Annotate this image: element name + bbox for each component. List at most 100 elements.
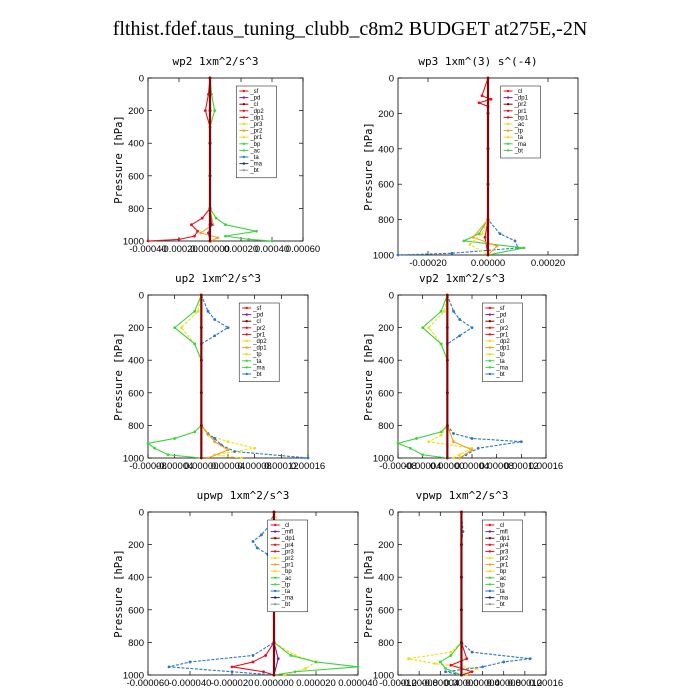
- legend-label: _dp2: [495, 339, 510, 345]
- legend-marker: [488, 333, 492, 336]
- legend-label: _pr2: [495, 326, 509, 332]
- data-point: [470, 326, 474, 329]
- panel-title: up2 1xm^2/s^3: [175, 272, 261, 285]
- legend-label: _ma: [495, 596, 508, 602]
- data-point: [262, 670, 265, 674]
- legend-marker: [242, 96, 246, 99]
- y-tick-label: 800: [378, 638, 394, 649]
- data-point: [255, 546, 259, 550]
- legend-marker: [488, 596, 492, 599]
- legend-label: _ta: [495, 589, 505, 595]
- data-point: [486, 76, 490, 80]
- legend-marker: [274, 563, 277, 566]
- y-axis-label: Pressure [hPa]: [113, 332, 125, 421]
- legend-marker: [506, 122, 510, 126]
- x-tick-label: 0.00000: [471, 258, 505, 269]
- data-point: [208, 174, 212, 178]
- data-point: [272, 510, 276, 514]
- legend-marker: [488, 603, 492, 606]
- data-point: [444, 667, 447, 670]
- data-point: [486, 112, 490, 115]
- legend-label: _mfl: [495, 530, 507, 536]
- x-tick-label: -0.00004: [404, 461, 442, 472]
- data-point: [465, 673, 469, 677]
- legend-label: _ac: [281, 576, 292, 582]
- legend-marker: [242, 136, 246, 139]
- data-point: [442, 309, 446, 313]
- legend-label: _pr1: [514, 109, 528, 115]
- data-point: [247, 237, 251, 241]
- data-point: [528, 657, 532, 661]
- y-tick-label: 200: [128, 106, 144, 117]
- x-tick-label: -0.000020: [211, 678, 254, 689]
- data-point: [460, 575, 463, 579]
- legend-label: _pr1: [281, 563, 295, 569]
- data-point: [289, 654, 293, 657]
- legend-label: _cl: [281, 523, 290, 529]
- legend-marker: [488, 530, 492, 533]
- panel-3: up2 1xm^2/s^3 Pressure [hPa] 0 200 400 600 800…: [113, 272, 325, 472]
- legend-label: _pr3: [281, 549, 295, 555]
- x-tick-label: 0.00020: [224, 244, 258, 255]
- y-tick-label: 1000: [373, 671, 394, 682]
- data-point: [460, 641, 463, 644]
- panel-4: vp2 1xm^2/s^3 Pressure [hPa] 0 200 400 600 800…: [363, 272, 563, 472]
- data-point: [255, 229, 258, 233]
- data-point: [396, 441, 400, 445]
- x-tick-label: -0.00012: [379, 678, 417, 689]
- data-point: [445, 358, 449, 362]
- plot-frame: [147, 294, 309, 459]
- y-tick-label: 0: [389, 74, 394, 85]
- legend-marker: [488, 550, 492, 553]
- data-point: [480, 94, 484, 98]
- series-line-tp: [445, 511, 531, 676]
- y-tick-label: 600: [378, 180, 394, 191]
- data-point: [196, 229, 200, 233]
- data-point: [272, 641, 276, 644]
- legend-label: _ac: [514, 122, 525, 128]
- data-point: [445, 424, 449, 427]
- y-axis-label: Pressure [hPa]: [363, 122, 375, 211]
- data-point: [468, 242, 472, 246]
- panel-title: wp2 1xm^2/s^3: [172, 55, 258, 68]
- data-point: [146, 239, 150, 243]
- legend-marker: [506, 136, 510, 139]
- data-point: [513, 239, 517, 243]
- data-point: [438, 660, 442, 664]
- data-point: [306, 456, 310, 460]
- data-point: [356, 665, 360, 669]
- legend-label: _bt: [249, 168, 259, 174]
- legend-label: _ma: [252, 365, 265, 371]
- y-tick-label: 200: [378, 540, 394, 551]
- legend-marker: [245, 366, 248, 369]
- data-point: [470, 437, 474, 440]
- y-tick-label: 600: [128, 605, 144, 616]
- legend-marker: [242, 122, 246, 126]
- x-tick-label: 0.00000: [444, 678, 478, 689]
- legend-label: _bt: [281, 602, 291, 608]
- y-tick-label: 1000: [123, 671, 144, 682]
- x-tick-label: -0.00008: [129, 461, 167, 472]
- legend-box: [482, 302, 523, 382]
- data-point: [445, 326, 449, 329]
- y-tick-label: 600: [378, 388, 394, 399]
- y-tick-label: 0: [389, 291, 394, 302]
- legend-marker: [245, 339, 248, 343]
- panel-title: upwp 1xm^2/s^3: [197, 489, 290, 502]
- data-point: [193, 430, 197, 434]
- x-tick-label: -0.00040: [129, 244, 167, 255]
- data-point: [460, 608, 463, 612]
- x-tick-label: 0.00016: [529, 678, 563, 689]
- x-tick-label: -0.00004: [156, 461, 194, 472]
- legend-label: _tp: [495, 582, 505, 588]
- legend-marker: [242, 109, 246, 113]
- legend-marker: [274, 570, 277, 573]
- data-point: [452, 309, 455, 313]
- y-tick-label: 800: [378, 215, 394, 226]
- data-point: [177, 237, 181, 241]
- legend-label: _tp: [252, 352, 262, 358]
- data-point: [486, 147, 490, 151]
- legend-marker: [274, 543, 277, 546]
- y-tick-label: 1000: [373, 251, 394, 262]
- data-point: [208, 223, 212, 227]
